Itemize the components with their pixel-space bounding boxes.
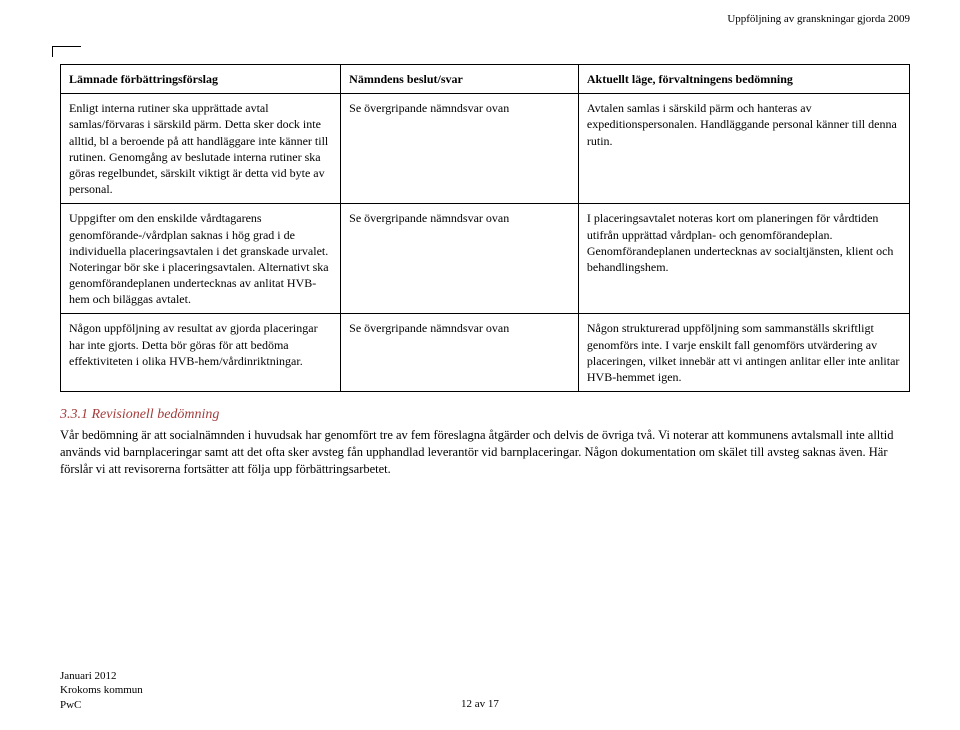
cell-improvement: Uppgifter om den enskilde vårdtagarens g… — [61, 204, 341, 314]
col-header-1: Lämnade förbättringsförslag — [61, 65, 341, 94]
footer-line-date: Januari 2012 — [60, 669, 143, 683]
cell-status: Någon strukturerad uppföljning som samma… — [578, 314, 909, 392]
cell-improvement: Enligt interna rutiner ska upprättade av… — [61, 94, 341, 204]
col-header-2: Nämndens beslut/svar — [341, 65, 579, 94]
running-head: Uppföljning av granskningar gjorda 2009 — [727, 12, 910, 27]
col-header-3: Aktuellt läge, förvaltningens bedömning — [578, 65, 909, 94]
table-row: Någon uppföljning av resultat av gjorda … — [61, 314, 910, 392]
findings-table: Lämnade förbättringsförslag Nämndens bes… — [60, 64, 910, 392]
footer-line-org: Krokoms kommun — [60, 683, 143, 697]
page-number: 12 av 17 — [0, 697, 960, 712]
section-paragraph: Vår bedömning är att socialnämnden i huv… — [60, 427, 910, 478]
table-row: Uppgifter om den enskilde vårdtagarens g… — [61, 204, 910, 314]
section-heading: 3.3.1 Revisionell bedömning — [60, 406, 910, 425]
cell-decision: Se övergripande nämndsvar ovan — [341, 204, 579, 314]
cell-improvement: Någon uppföljning av resultat av gjorda … — [61, 314, 341, 392]
table-header-row: Lämnade förbättringsförslag Nämndens bes… — [61, 65, 910, 94]
cell-status: I placeringsavtalet noteras kort om plan… — [578, 204, 909, 314]
cell-status: Avtalen samlas i särskild pärm och hante… — [578, 94, 909, 204]
table-row: Enligt interna rutiner ska upprättade av… — [61, 94, 910, 204]
cell-decision: Se övergripande nämndsvar ovan — [341, 314, 579, 392]
page-root: Uppföljning av granskningar gjorda 2009 … — [0, 0, 960, 730]
cell-decision: Se övergripande nämndsvar ovan — [341, 94, 579, 204]
corner-rule — [52, 46, 81, 57]
